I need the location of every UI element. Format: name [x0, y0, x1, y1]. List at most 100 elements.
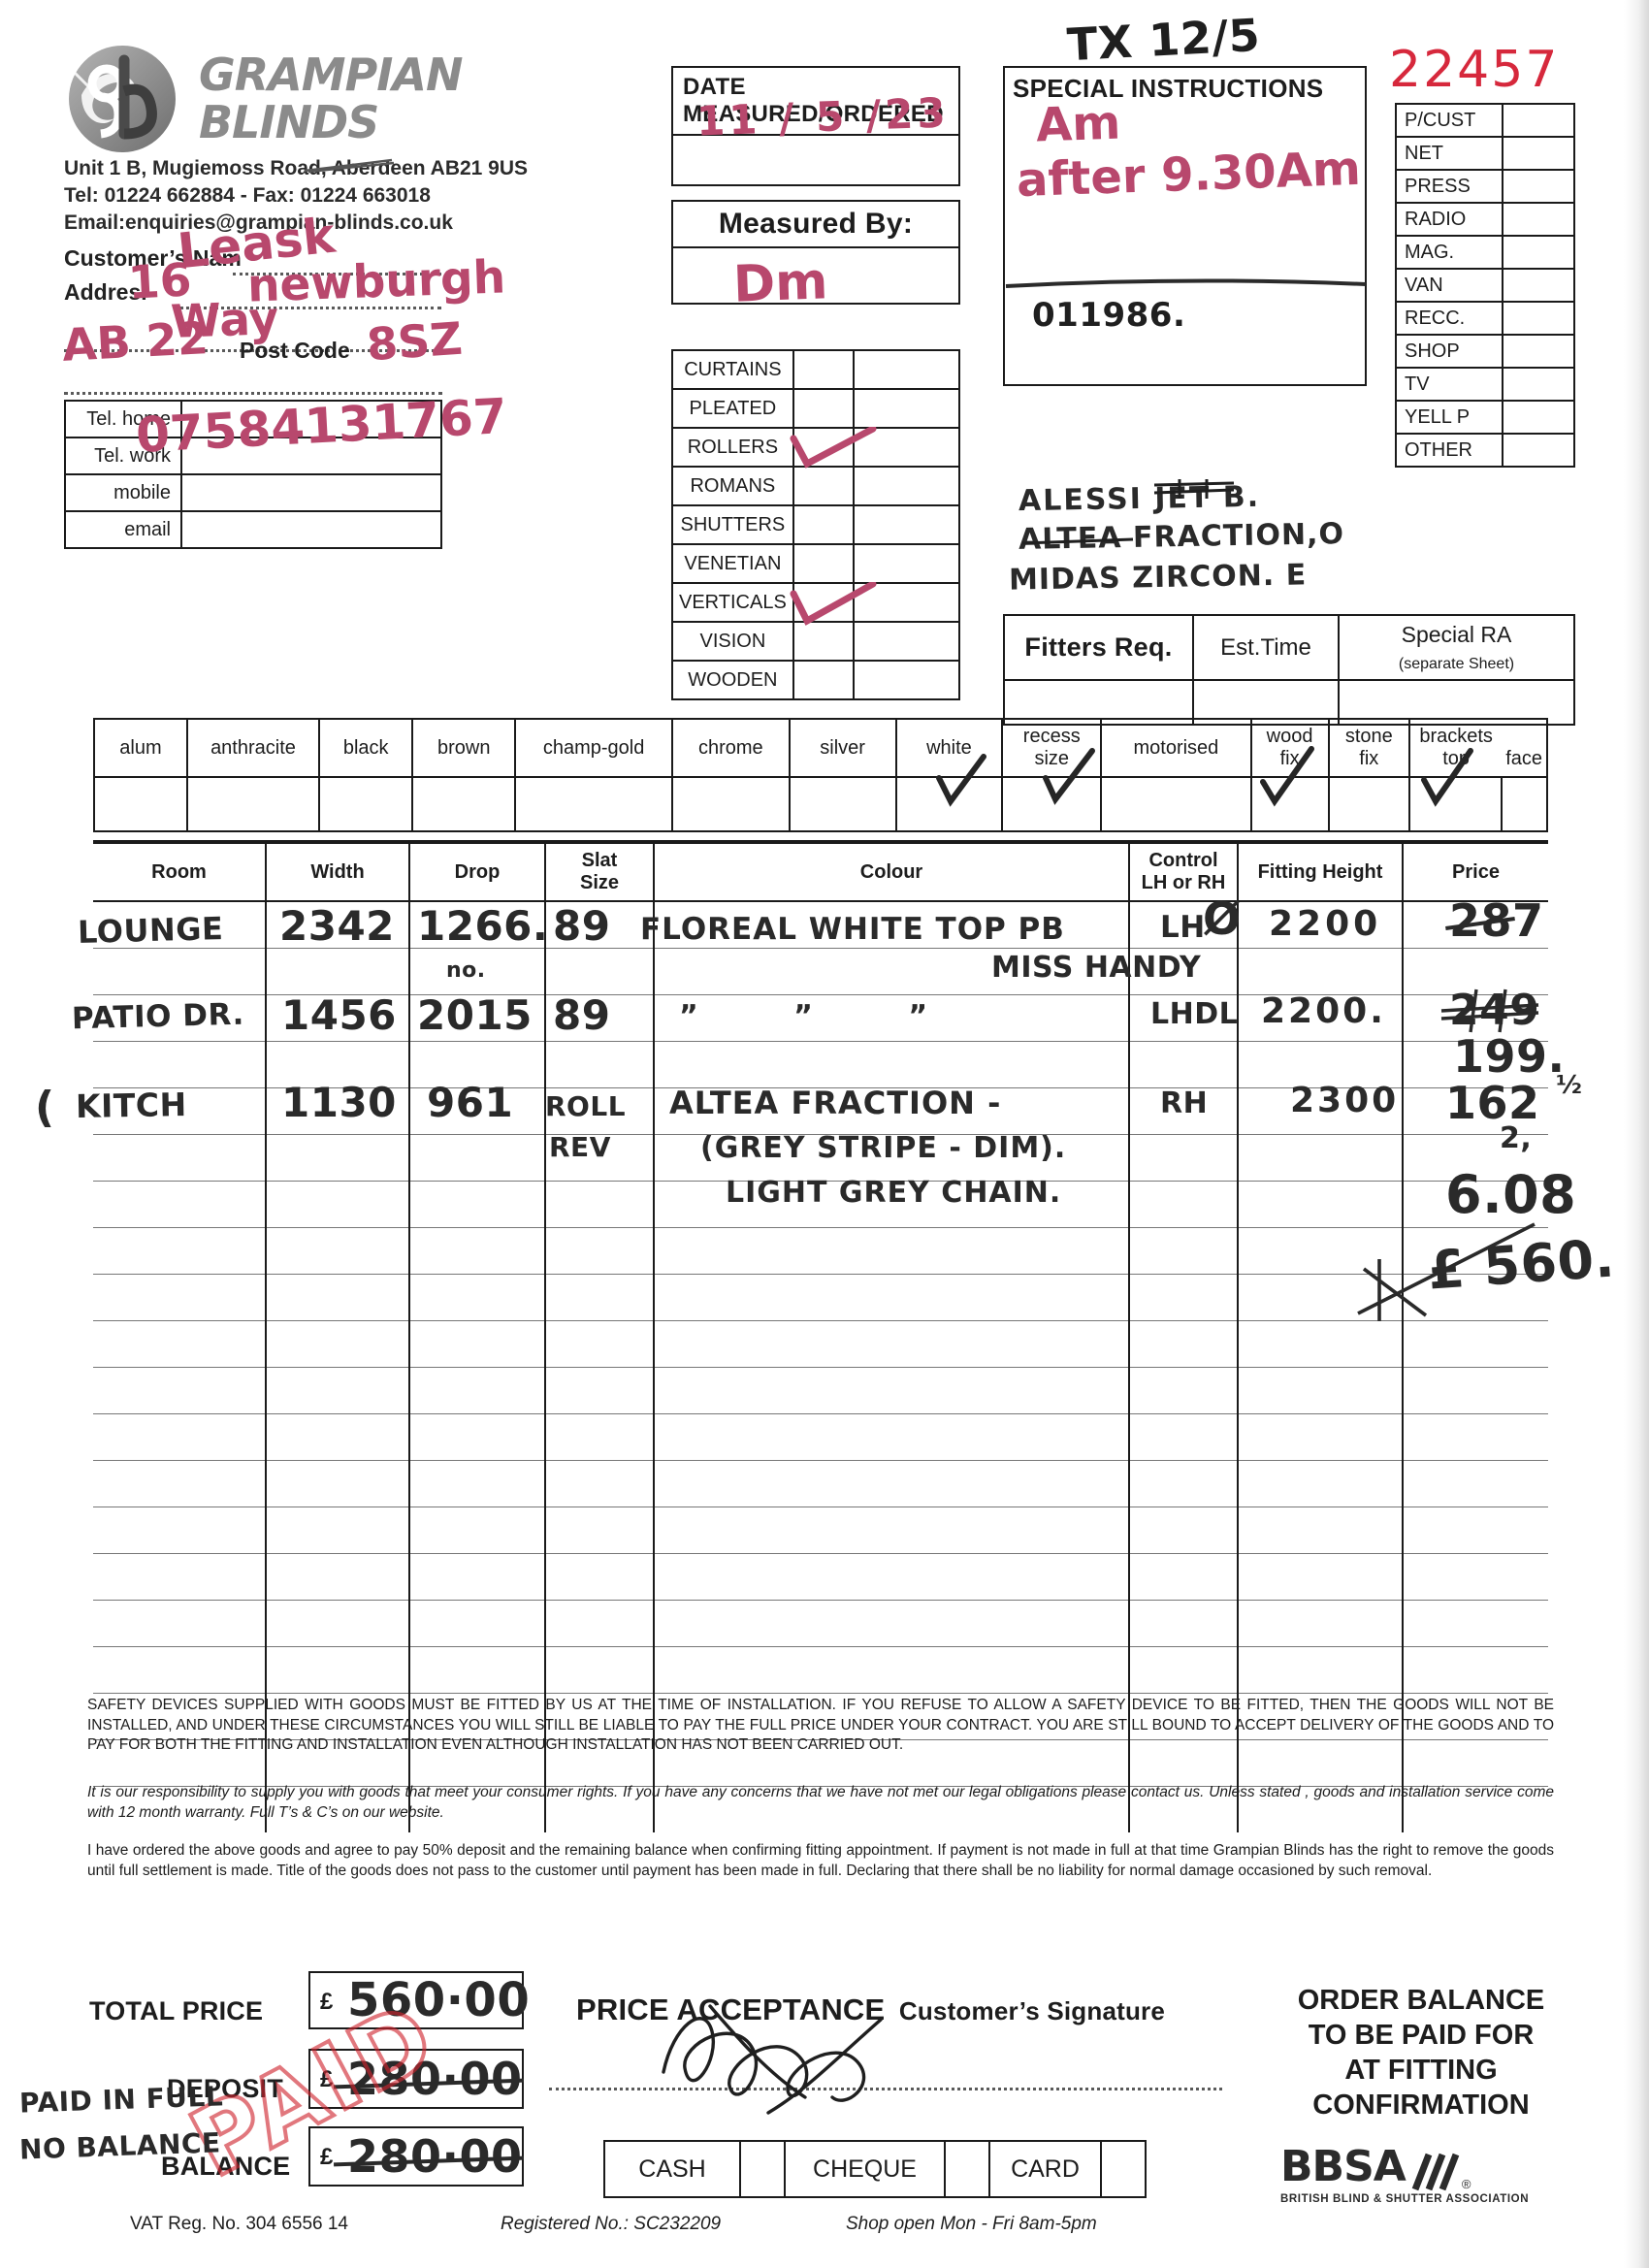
cell-width[interactable] [266, 1227, 410, 1275]
cell-room[interactable] [93, 1274, 267, 1321]
cell-room[interactable] [93, 948, 267, 995]
cell-slat[interactable] [545, 1460, 655, 1507]
source-value[interactable] [1502, 169, 1575, 204]
special-instructions-cell[interactable]: SPECIAL INSTRUCTIONS [1003, 66, 1367, 386]
cell-height[interactable] [1238, 1786, 1404, 1832]
cell-control[interactable] [1129, 1553, 1239, 1601]
cell-height[interactable] [1238, 948, 1404, 995]
cell-height[interactable] [1238, 1367, 1404, 1414]
total-price-box[interactable] [308, 1971, 524, 2029]
product-type-tick-b[interactable] [852, 388, 961, 429]
payment-cheque-label[interactable]: CHEQUE [784, 2140, 946, 2198]
cell-width[interactable] [266, 1320, 410, 1368]
product-type-tick-a[interactable] [792, 466, 855, 506]
cell-control[interactable] [1129, 1693, 1239, 1740]
option-tick-anthracite[interactable] [185, 776, 321, 832]
cell-price[interactable] [1403, 1041, 1548, 1088]
cell-colour[interactable] [654, 1507, 1130, 1554]
cell-drop[interactable] [409, 1553, 546, 1601]
option-tick-black[interactable] [318, 776, 414, 832]
cell-colour[interactable] [654, 1041, 1130, 1088]
cell-slat[interactable] [545, 1367, 655, 1414]
source-value[interactable] [1502, 334, 1575, 369]
cell-slat[interactable] [545, 948, 655, 995]
product-type-tick-b[interactable] [852, 349, 961, 390]
cell-room[interactable] [93, 1367, 267, 1414]
cell-slat[interactable] [545, 1693, 655, 1740]
cell-drop[interactable] [409, 1274, 546, 1321]
payment-cash-label[interactable]: CASH [603, 2140, 741, 2198]
contact-value[interactable] [180, 400, 442, 438]
cell-colour[interactable] [654, 1600, 1130, 1647]
option-tick-champ-gold[interactable] [514, 776, 673, 832]
product-type-tick-a[interactable] [792, 660, 855, 700]
cell-width[interactable] [266, 1507, 410, 1554]
cell-height[interactable] [1238, 1181, 1404, 1228]
cell-drop[interactable] [409, 994, 546, 1042]
cell-room[interactable] [93, 1600, 267, 1647]
cell-height[interactable] [1238, 1693, 1404, 1740]
product-type-tick-b[interactable] [852, 466, 961, 506]
cell-width[interactable] [266, 1553, 410, 1601]
cell-drop[interactable] [409, 1646, 546, 1694]
cell-drop[interactable] [409, 1460, 546, 1507]
cell-slat[interactable] [545, 1227, 655, 1275]
cell-price[interactable] [1403, 1460, 1548, 1507]
cell-height[interactable] [1238, 994, 1404, 1042]
contact-value[interactable] [180, 510, 442, 549]
cell-slat[interactable] [545, 1320, 655, 1368]
cell-colour[interactable] [654, 1693, 1130, 1740]
cell-control[interactable] [1129, 1087, 1239, 1135]
cell-height[interactable] [1238, 1087, 1404, 1135]
cell-control[interactable] [1129, 1181, 1239, 1228]
cell-drop[interactable] [409, 1320, 546, 1368]
cell-room[interactable] [93, 994, 267, 1042]
source-value[interactable] [1502, 136, 1575, 171]
cell-slat[interactable] [545, 1274, 655, 1321]
cell-room[interactable] [93, 1507, 267, 1554]
option-tick-chrome[interactable] [670, 776, 791, 832]
cell-slat[interactable] [545, 1087, 655, 1135]
cell-height[interactable] [1238, 1739, 1404, 1787]
payment-card-label[interactable]: CARD [988, 2140, 1102, 2198]
cell-height[interactable] [1238, 900, 1404, 949]
cell-colour[interactable] [654, 900, 1130, 949]
option-tick-white[interactable] [894, 776, 1004, 832]
option-tick-brackets-face[interactable] [1501, 776, 1548, 832]
cell-drop[interactable] [409, 1600, 546, 1647]
payment-cheque-tick[interactable] [944, 2140, 990, 2198]
cell-colour[interactable] [654, 1460, 1130, 1507]
cell-room[interactable] [93, 1553, 267, 1601]
cell-room[interactable] [93, 1134, 267, 1182]
cell-price[interactable] [1403, 1134, 1548, 1182]
cell-width[interactable] [266, 1087, 410, 1135]
cell-colour[interactable] [654, 1274, 1130, 1321]
cell-slat[interactable] [545, 1786, 655, 1832]
cell-control[interactable] [1129, 1507, 1239, 1554]
cell-slat[interactable] [545, 1181, 655, 1228]
cell-colour[interactable] [654, 1320, 1130, 1368]
cell-drop[interactable] [409, 1413, 546, 1461]
cell-room[interactable] [93, 900, 267, 949]
source-value[interactable] [1502, 268, 1575, 303]
cell-price[interactable] [1403, 1646, 1548, 1694]
cell-width[interactable] [266, 1041, 410, 1088]
cell-drop[interactable] [409, 1227, 546, 1275]
cell-control[interactable] [1129, 1041, 1239, 1088]
cell-price[interactable] [1403, 1553, 1548, 1601]
cell-colour[interactable] [654, 1646, 1130, 1694]
cell-price[interactable] [1403, 1413, 1548, 1461]
cell-room[interactable] [93, 1460, 267, 1507]
cell-width[interactable] [266, 900, 410, 949]
source-value[interactable] [1502, 235, 1575, 270]
cell-height[interactable] [1238, 1646, 1404, 1694]
cell-price[interactable] [1403, 948, 1548, 995]
cell-height[interactable] [1238, 1274, 1404, 1321]
cell-colour[interactable] [654, 994, 1130, 1042]
cell-colour[interactable] [654, 1134, 1130, 1182]
customer-signature[interactable] [652, 1996, 904, 2127]
cell-width[interactable] [266, 1646, 410, 1694]
cell-room[interactable] [93, 1646, 267, 1694]
source-value[interactable] [1502, 400, 1575, 435]
option-tick-motorised[interactable] [1100, 776, 1252, 832]
